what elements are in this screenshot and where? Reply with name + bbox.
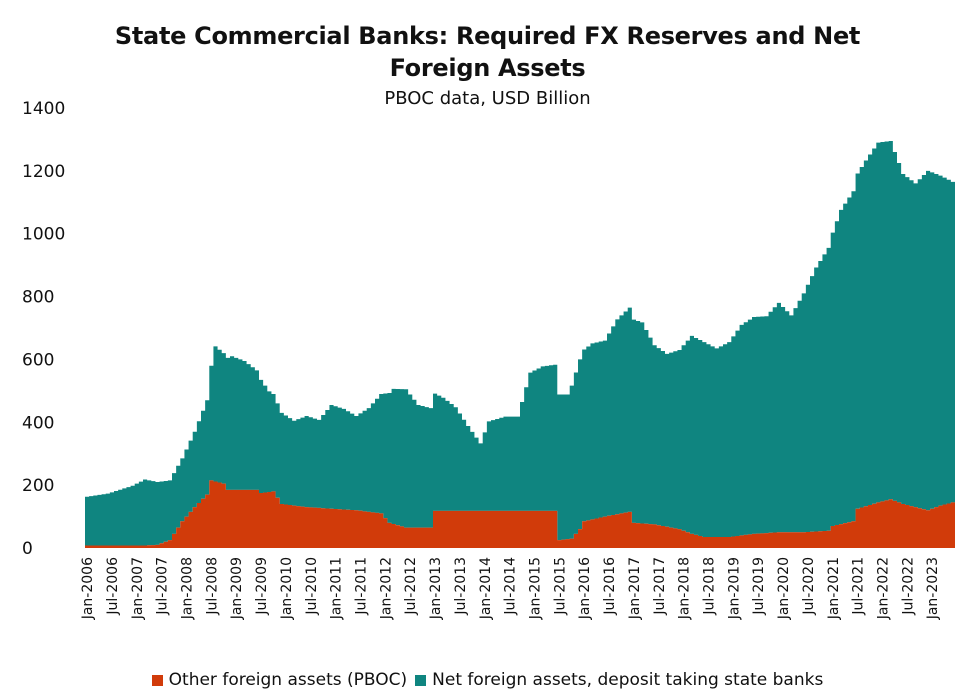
legend-swatch-net-foreign-assets [415,674,427,686]
x-tick-label: Jan-2007 [130,557,146,620]
x-tick-label: Jul-2017 [652,557,668,616]
x-tick-label: Jan-2015 [528,557,544,620]
area-other-foreign-assets [85,480,955,548]
y-tick-label: 1400 [22,99,65,119]
x-tick-label: Jan-2019 [726,557,742,620]
x-tick-label: Jan-2013 [428,557,444,620]
x-tick-label: Jan-2012 [378,557,394,620]
y-tick-label: 400 [22,413,54,433]
x-tick-label: Jul-2011 [354,557,370,616]
y-tick-label: 1000 [22,225,65,245]
x-tick-label: Jul-2010 [304,557,320,616]
legend-label-other-foreign-assets: Other foreign assets (PBOC) [168,670,408,690]
chart-title-line-2: Foreign Assets [389,54,586,82]
y-tick-label: 200 [22,476,54,496]
legend-swatch-other-foreign-assets [151,674,163,686]
x-tick-label: Jul-2013 [453,557,469,616]
legend: Other foreign assets (PBOC) Net foreign … [0,670,975,690]
x-tick-label: Jan-2006 [80,557,96,620]
x-tick-label: Jul-2008 [204,557,220,616]
x-tick-label: Jul-2022 [900,557,916,616]
area-layer [85,141,955,548]
x-tick-label: Jan-2008 [180,557,196,620]
x-tick-label: Jul-2016 [602,557,618,616]
x-tick-label: Jan-2022 [876,557,892,620]
x-tick-label: Jan-2023 [925,557,941,620]
area-net-foreign-assets [85,141,955,546]
y-tick-label: 0 [22,539,33,559]
y-tick-label: 1200 [22,162,65,182]
x-tick-label: Jul-2015 [552,557,568,616]
x-tick-label: Jan-2010 [279,557,295,620]
x-tick-label: Jul-2006 [105,557,121,616]
x-tick-label: Jan-2009 [229,557,245,620]
x-tick-label: Jan-2018 [677,557,693,620]
y-axis: 0 200 400 600 800 1000 1200 1400 [22,99,65,559]
x-tick-label: Jul-2007 [155,557,171,616]
x-tick-label: Jan-2011 [329,557,345,620]
chart-subtitle: PBOC data, USD Billion [384,88,591,109]
x-tick-label: Jul-2019 [751,557,767,616]
chart-title-line-1: State Commercial Banks: Required FX Rese… [114,22,861,50]
y-tick-label: 600 [22,350,54,370]
x-tick-label: Jan-2017 [627,557,643,620]
x-tick-label: Jul-2014 [503,557,519,616]
x-tick-label: Jan-2020 [776,557,792,620]
x-tick-label: Jan-2014 [478,557,494,620]
legend-item-net-foreign-assets: Net foreign assets, deposit taking state… [415,670,823,690]
legend-label-net-foreign-assets: Net foreign assets, deposit taking state… [432,670,824,690]
x-tick-label: Jul-2020 [801,557,817,616]
x-tick-label: Jul-2012 [403,557,419,616]
x-tick-label: Jan-2016 [577,557,593,620]
x-tick-label: Jan-2021 [826,557,842,620]
legend-item-other-foreign-assets: Other foreign assets (PBOC) [151,670,408,690]
x-tick-label: Jul-2021 [851,557,867,616]
x-axis: Jan-2006 Jul-2006 Jan-2007 Jul-2007 Jan-2008… [80,557,941,620]
x-tick-label: Jul-2018 [702,557,718,616]
x-tick-label: Jul-2009 [254,557,270,616]
y-tick-label: 800 [22,288,54,308]
